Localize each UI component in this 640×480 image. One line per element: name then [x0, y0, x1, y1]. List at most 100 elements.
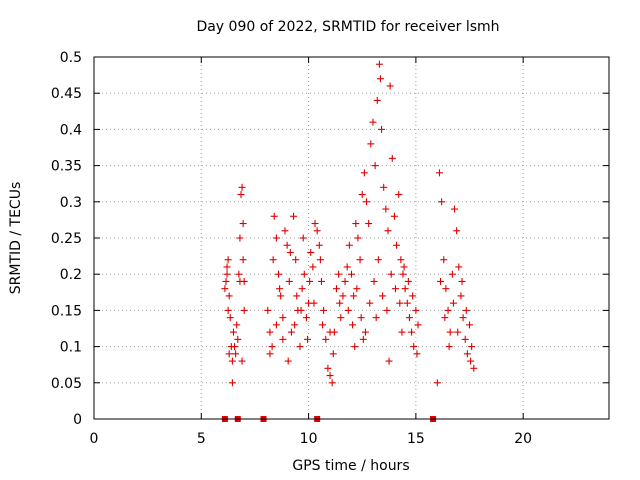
data-point [300, 270, 308, 278]
data-point [270, 212, 278, 220]
data-point [309, 263, 317, 271]
data-point [284, 357, 292, 365]
data-point [225, 292, 233, 300]
data-point [404, 277, 412, 285]
data-point [236, 234, 244, 242]
data-point [408, 328, 416, 336]
y-tick-label: 0.4 [60, 122, 82, 138]
data-point [266, 350, 274, 358]
data-point [449, 299, 457, 307]
y-tick-labels: 0 0.05 0.1 0.15 0.2 0.25 0.3 0.35 0.4 0.45 0.5 [51, 50, 82, 428]
y-tick-label: 0.05 [51, 376, 82, 392]
data-point [272, 234, 280, 242]
data-point [385, 357, 393, 365]
data-point [466, 321, 474, 329]
data-point [223, 270, 231, 278]
data-point [358, 191, 366, 199]
chart-title: Day 090 of 2022, SRMTID for receiver lsm… [196, 19, 499, 35]
data-point [390, 212, 398, 220]
y-tick-label: 0.35 [51, 159, 82, 175]
data-point [437, 277, 445, 285]
data-point [468, 343, 476, 351]
data-point [296, 343, 304, 351]
data-point [383, 306, 391, 314]
data-point [359, 335, 367, 343]
data-point [463, 350, 471, 358]
data-point [341, 277, 349, 285]
data-point [400, 263, 408, 271]
data-point [343, 263, 351, 271]
grid [94, 57, 609, 419]
y-tick-label: 0.3 [60, 195, 82, 211]
data-point [366, 299, 374, 307]
y-tick-label: 0 [73, 412, 82, 428]
data-points [221, 60, 478, 387]
data-point [336, 299, 344, 307]
data-point [413, 350, 421, 358]
data-point [412, 306, 420, 314]
data-point [317, 277, 325, 285]
data-point [222, 277, 230, 285]
data-point [287, 328, 295, 336]
x-tick-label: 0 [90, 431, 99, 447]
data-point [272, 321, 280, 329]
data-point [264, 306, 272, 314]
data-point [459, 314, 467, 322]
data-point [451, 205, 458, 213]
data-point [453, 227, 461, 235]
data-point [328, 379, 336, 387]
data-point [351, 343, 359, 351]
data-point [226, 314, 234, 322]
data-point [403, 299, 411, 307]
data-point [291, 321, 299, 329]
data-point [297, 306, 305, 314]
data-point [363, 198, 371, 206]
data-point [445, 343, 453, 351]
x-tick-label: 5 [197, 431, 206, 447]
x-tick-labels: 0 5 10 15 20 [90, 431, 533, 447]
data-point [348, 270, 355, 278]
data-point [370, 277, 378, 285]
data-point [435, 169, 443, 177]
data-point [395, 191, 403, 199]
data-point [380, 183, 388, 191]
data-point [292, 256, 300, 264]
data-point [354, 234, 362, 242]
data-point [374, 256, 382, 264]
data-point [322, 335, 330, 343]
data-point [382, 205, 390, 213]
data-point [442, 285, 450, 293]
data-point [438, 198, 446, 206]
data-point [387, 270, 395, 278]
data-point [375, 60, 383, 68]
data-point [332, 285, 340, 293]
data-point [315, 241, 323, 249]
data-point [410, 343, 418, 351]
data-point [376, 75, 384, 83]
data-point [240, 306, 248, 314]
data-point [302, 314, 310, 322]
data-point [470, 364, 478, 372]
data-point [326, 372, 334, 380]
data-point [238, 183, 246, 191]
data-point [313, 227, 321, 235]
data-point [234, 335, 242, 343]
x-tick-label: 20 [514, 431, 532, 447]
data-point [285, 277, 293, 285]
data-point [329, 350, 337, 358]
data-point [454, 328, 462, 336]
data-point [399, 270, 407, 278]
data-point [446, 328, 454, 336]
data-point [326, 328, 334, 336]
data-point [283, 241, 291, 249]
data-point [353, 285, 361, 293]
data-point [397, 256, 405, 264]
data-point [372, 314, 380, 322]
data-point [277, 292, 285, 300]
data-point [467, 357, 475, 365]
data-point [369, 118, 377, 126]
x-axis-label: GPS time / hours [292, 458, 409, 474]
data-point [316, 256, 324, 264]
data-point [279, 314, 287, 322]
